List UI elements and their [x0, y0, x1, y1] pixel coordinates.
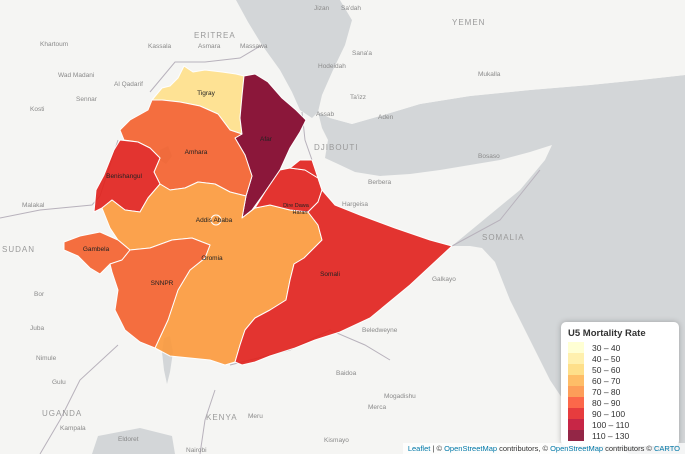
region-label-afar: Afar — [260, 136, 273, 143]
legend-label: 90 – 100 — [592, 408, 626, 419]
city-baidoa: Baidoa — [336, 370, 357, 377]
map-attribution: Leaflet | © OpenStreetMap contributors, … — [402, 443, 685, 454]
city-eldoret: Eldoret — [118, 436, 139, 443]
city-massawa: Massawa — [240, 43, 268, 50]
region-label-snnpr: SNNPR — [151, 280, 174, 287]
city-kassala: Kassala — [148, 43, 172, 50]
city-taizz: Ta'izz — [350, 94, 366, 101]
region-label-benishangul: Benishangul — [106, 173, 142, 180]
region-addis-ababa[interactable] — [210, 214, 222, 226]
legend-label: 40 – 50 — [592, 353, 621, 364]
attribution-sep: | © — [430, 444, 445, 453]
red-sea — [236, 0, 352, 118]
legend-item: 30 – 40 — [568, 342, 672, 353]
city-assab: Assab — [316, 111, 334, 118]
city-bosaso: Bosaso — [478, 153, 500, 160]
legend: U5 Mortality Rate 30 – 40 40 – 50 50 – 60 6… — [561, 322, 679, 446]
legend-label: 60 – 70 — [592, 375, 621, 386]
city-hargeisa: Hargeisa — [342, 201, 368, 208]
city-nairobi: Nairobi — [186, 447, 207, 454]
carto-link[interactable]: CARTO — [654, 444, 680, 453]
city-aden: Aden — [378, 114, 394, 121]
city-kampala: Kampala — [60, 425, 86, 432]
city-beledweyne: Beledweyne — [362, 327, 398, 334]
legend-item: 110 – 130 — [568, 430, 672, 441]
legend-items: 30 – 40 40 – 50 50 – 60 60 – 70 70 – 80 80 – … — [568, 342, 672, 441]
city-nimule: Nimule — [36, 355, 57, 362]
legend-label: 70 – 80 — [592, 386, 621, 397]
city-juba: Juba — [30, 325, 44, 332]
city-merca: Merca — [368, 404, 386, 411]
leaflet-link[interactable]: Leaflet — [407, 444, 431, 453]
region-label-oromia: Oromia — [201, 255, 223, 262]
region-label-harari: Harari — [293, 210, 308, 216]
region-snnpr[interactable] — [109, 237, 211, 349]
legend-swatch — [568, 397, 584, 408]
legend-swatch — [568, 408, 584, 419]
legend-swatch — [568, 342, 584, 353]
legend-swatch — [568, 419, 584, 430]
city-kismayo: Kismayo — [324, 437, 349, 444]
legend-swatch — [568, 386, 584, 397]
city-galkayo: Galkayo — [432, 276, 456, 283]
osm-link-2[interactable]: OpenStreetMap — [550, 444, 604, 453]
attribution-text-1: contributors, © — [497, 444, 551, 453]
city-meru: Meru — [248, 413, 263, 420]
legend-label: 30 – 40 — [592, 342, 621, 353]
country-label-djibouti: DJIBOUTI — [314, 143, 358, 152]
region-label-gambela: Gambela — [83, 246, 110, 253]
legend-item: 80 – 90 — [568, 397, 672, 408]
region-label-addis-ababa: Addis Ababa — [196, 217, 233, 224]
legend-swatch — [568, 353, 584, 364]
city-mukalla: Mukalla — [478, 71, 501, 78]
legend-label: 80 – 90 — [592, 397, 621, 408]
legend-item: 50 – 60 — [568, 364, 672, 375]
legend-item: 60 – 70 — [568, 375, 672, 386]
region-label-somali: Somali — [320, 271, 340, 278]
legend-swatch — [568, 375, 584, 386]
legend-item: 70 – 80 — [568, 386, 672, 397]
region-somali[interactable] — [234, 159, 453, 366]
city-gulu: Gulu — [52, 379, 66, 386]
legend-swatch — [568, 430, 584, 441]
country-label-yemen: YEMEN — [452, 18, 485, 27]
legend-item: 90 – 100 — [568, 408, 672, 419]
legend-label: 50 – 60 — [592, 364, 621, 375]
legend-item: 100 – 110 — [568, 419, 672, 430]
city-malakal: Malakal — [22, 202, 45, 209]
city-berbera: Berbera — [368, 179, 392, 186]
city-hodeidah: Hodeidah — [318, 63, 346, 70]
attribution-text-2: contributors © — [603, 444, 655, 453]
country-label-uganda: UGANDA — [42, 409, 82, 418]
city-sanaa: Sana'a — [352, 50, 372, 57]
lake-victoria — [92, 428, 175, 454]
country-label-kenya: KENYA — [206, 413, 238, 422]
country-label-somalia: SOMALIA — [482, 233, 525, 242]
city-wad-madani: Wad Madani — [58, 72, 94, 79]
city-al-qadarif: Al Qadarif — [114, 81, 143, 88]
arabian-peninsula — [330, 0, 685, 124]
legend-item: 40 – 50 — [568, 353, 672, 364]
country-label-sudan: SUDAN — [2, 245, 35, 254]
city-sadah: Sa'dah — [341, 5, 361, 12]
region-label-dire-dawa: Dire Dawa — [283, 203, 310, 209]
osm-link-1[interactable]: OpenStreetMap — [444, 444, 498, 453]
city-sennar: Sennar — [76, 96, 98, 103]
legend-swatch — [568, 364, 584, 375]
city-khartoum: Khartoum — [40, 41, 68, 48]
country-label-eritrea: ERITREA — [194, 31, 236, 40]
city-kosti: Kosti — [30, 106, 44, 113]
city-mogadishu: Mogadishu — [384, 393, 416, 400]
legend-label: 100 – 110 — [592, 419, 630, 430]
city-jizan: Jizan — [314, 5, 330, 12]
legend-label: 110 – 130 — [592, 430, 630, 441]
region-label-tigray: Tigray — [197, 90, 216, 97]
region-label-amhara: Amhara — [185, 149, 208, 156]
city-asmara: Asmara — [198, 43, 221, 50]
city-bor: Bor — [34, 291, 45, 298]
legend-title: U5 Mortality Rate — [568, 328, 646, 339]
